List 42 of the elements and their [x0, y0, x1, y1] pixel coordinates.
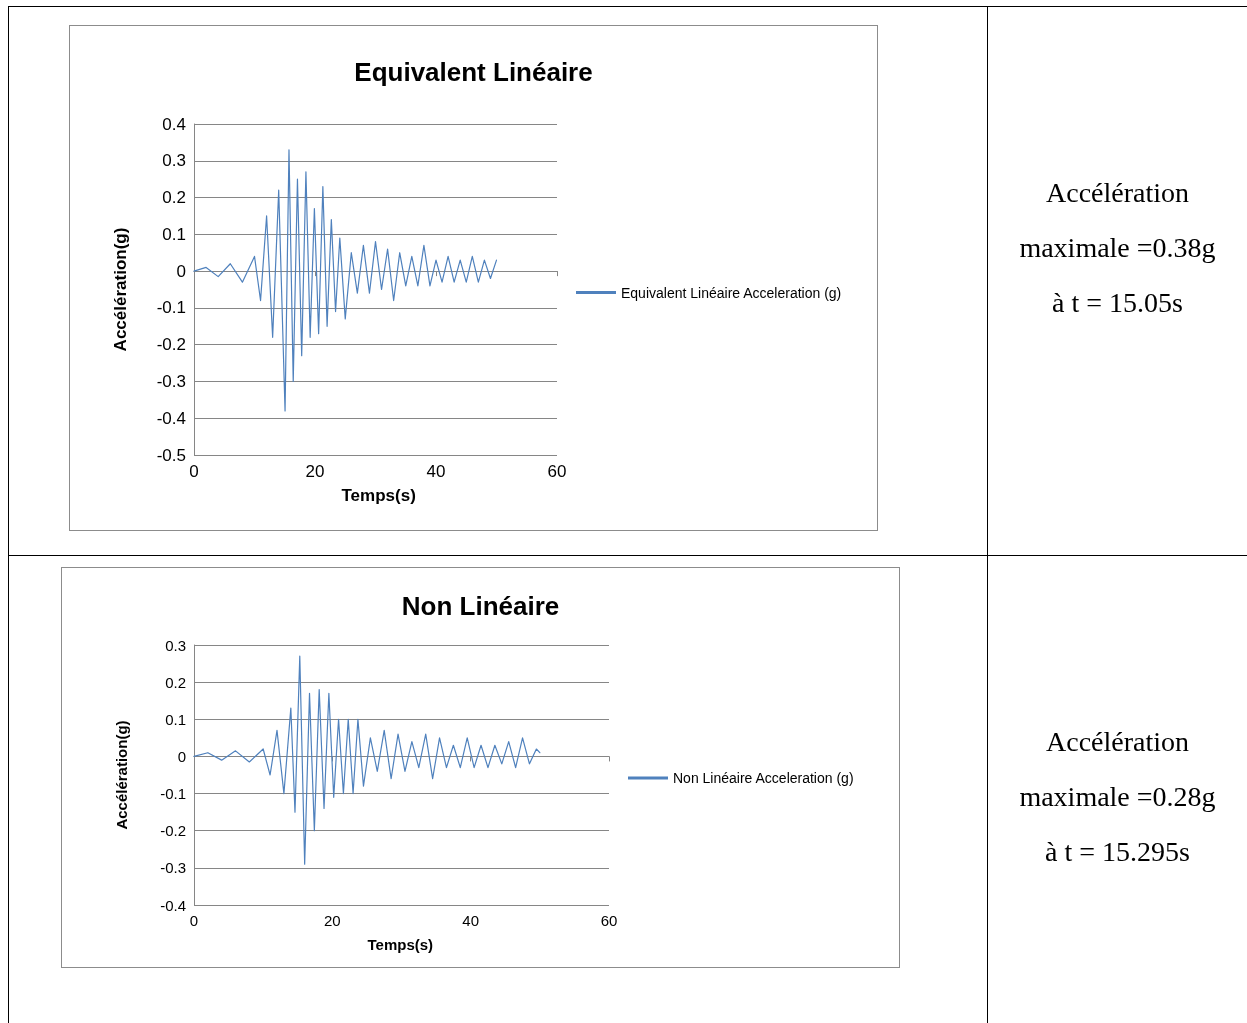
x-tick-label: 20: [323, 912, 341, 929]
y-tick-label: -0.1: [156, 298, 186, 318]
y-tick-label: 0.4: [162, 114, 186, 134]
x-axis-title: Temps(s): [367, 936, 434, 953]
y-tick-label: -0.5: [156, 445, 186, 465]
y-tick-label: 0.2: [165, 673, 186, 691]
x-tick-label: 0: [189, 912, 199, 929]
text: maximale =0.38g: [1018, 231, 1217, 265]
y-tick-label: 0.2: [162, 188, 186, 208]
legend-label: Equivalent Linéaire Acceleration (g): [621, 284, 842, 301]
text: Accélération: [1045, 176, 1190, 210]
line-series: [193, 655, 541, 865]
x-tick-label: 60: [600, 912, 618, 929]
y-tick-label: -0.1: [160, 785, 186, 803]
x-tick-label: 0: [189, 462, 199, 481]
y-tick-label: -0.2: [156, 335, 186, 355]
y-tick-label: -0.4: [156, 408, 186, 428]
y-tick-label: 0.3: [165, 636, 186, 654]
chart-title: Equivalent Linéaire: [354, 57, 593, 87]
y-tick-label: 0: [176, 261, 186, 281]
y-tick-label: 0: [177, 747, 186, 765]
legend-label: Non Linéaire Acceleration (g): [673, 770, 854, 786]
text: maximale =0.28g: [1018, 780, 1217, 814]
y-tick-label: -0.3: [156, 371, 186, 391]
y-axis-title: Accélération(g): [111, 227, 130, 352]
x-tick-label: 60: [547, 462, 567, 481]
y-tick-label: 0.1: [165, 710, 186, 728]
chart-title: Non Linéaire: [401, 591, 560, 621]
x-tick-label: 40: [462, 912, 480, 929]
text: à t = 15.295s: [1044, 835, 1191, 869]
y-tick-label: 0.1: [162, 224, 186, 244]
line-series: [193, 149, 498, 412]
x-tick-label: 20: [305, 462, 325, 481]
x-tick-label: 40: [426, 462, 446, 481]
y-tick-label: -0.3: [160, 859, 186, 877]
text: à t = 15.05s: [1051, 286, 1184, 320]
y-tick-label: 0.3: [162, 151, 186, 171]
x-axis-title: Temps(s): [341, 486, 416, 505]
y-axis-title: Accélération(g): [113, 720, 130, 830]
y-tick-label: -0.4: [160, 896, 186, 914]
y-tick-label: -0.2: [160, 822, 186, 840]
text: Accélération: [1045, 725, 1190, 759]
